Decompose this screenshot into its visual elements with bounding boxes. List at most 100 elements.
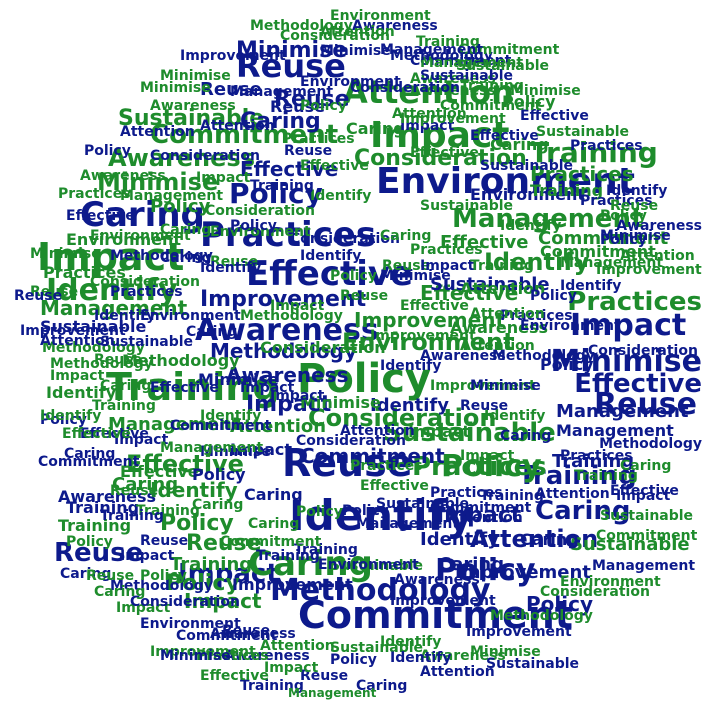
word-effective-15: Effective [62, 426, 131, 442]
word-policy-12: Policy [600, 232, 647, 248]
word-reuse-17: Reuse [14, 288, 62, 304]
word-identify-18: Identify [390, 650, 451, 666]
word-policy-14: Policy [296, 504, 343, 520]
word-sustainable-15: Sustainable [480, 158, 573, 174]
word-environment-13: Environment [140, 308, 241, 324]
word-reuse-8: Reuse [200, 79, 262, 100]
word-reuse-15: Reuse [284, 143, 332, 159]
word-identify-12: Identify [200, 260, 261, 276]
word-training-20: Training [470, 258, 534, 274]
word-attention-7: Attention [392, 106, 467, 122]
word-impact-14: Impact [400, 118, 455, 134]
word-sustainable-7: Sustainable [376, 496, 469, 512]
word-impact-22: Impact [420, 258, 475, 274]
word-attention-8: Attention [340, 423, 415, 439]
word-environment-11: Environment [140, 616, 241, 632]
word-commitment-14: Commitment [170, 418, 272, 434]
word-minimise-7: Minimise [510, 83, 581, 99]
word-impact-19: Impact [264, 660, 319, 676]
word-practices-10: Practices [282, 131, 355, 147]
word-awareness-10: Awareness [352, 18, 438, 34]
word-methodology-2: Methodology [210, 339, 357, 363]
word-caring-12: Caring [186, 324, 237, 340]
word-minimise-13: Minimise [470, 644, 541, 660]
word-commitment-7: Commitment [220, 534, 322, 550]
word-awareness-15: Awareness [150, 98, 236, 114]
word-management-7: Management [356, 516, 459, 532]
word-minimise-3: Minimise [97, 168, 218, 196]
word-attention-11: Attention [320, 24, 395, 40]
word-attention-14: Attention [420, 664, 495, 680]
word-environment-2: Environment [342, 328, 515, 356]
word-methodology-10: Methodology [490, 608, 593, 624]
word-practices-8: Practices [410, 242, 483, 258]
word-consideration-2: Consideration [308, 404, 496, 432]
word-minimise-4: Minimise [198, 370, 279, 389]
word-methodology-8: Methodology [50, 356, 153, 372]
word-improvement-2: Improvement [455, 562, 591, 583]
word-attention-15: Attention [260, 638, 335, 654]
word-practices-12: Practices [58, 186, 131, 202]
word-policy-22: Policy [140, 568, 187, 584]
word-training-8: Training [530, 181, 603, 200]
word-environment: Environment [376, 161, 635, 202]
word-reuse-10: Reuse [210, 254, 258, 270]
word-attention-4: Attention [535, 486, 610, 502]
word-policy-15: Policy [40, 412, 87, 428]
word-minimise-8: Minimise [380, 268, 451, 284]
word-improvement-7: Improvement [400, 111, 506, 127]
word-policy-11: Policy [502, 92, 556, 111]
word-effective-9: Effective [410, 145, 479, 161]
word-impact-7: Impact [184, 589, 262, 613]
word-policy-7: Policy [540, 355, 594, 374]
word-training-10: Training [136, 503, 200, 519]
word-caring: Caring [80, 195, 205, 235]
word-caring-8: Caring [520, 530, 579, 549]
word-methodology-7: Methodology [390, 48, 493, 64]
word-attention-13: Attention [620, 248, 695, 264]
word-policy-17: Policy [230, 218, 277, 234]
word-caring-7: Caring [240, 109, 321, 134]
word-improvement-12: Improvement [180, 48, 286, 64]
word-sustainable-12: Sustainable [600, 508, 693, 524]
word-improvement-9: Improvement [596, 262, 702, 278]
word-consideration: Consideration [354, 146, 527, 171]
word-sustainable-8: Sustainable [536, 124, 629, 140]
word-practices-14: Practices [196, 648, 269, 664]
word-caring-15: Caring [160, 222, 211, 238]
word-caring-3: Caring [535, 496, 630, 526]
word-policy-5: Policy [160, 511, 234, 536]
word-sustainable-4: Sustainable [430, 274, 550, 295]
word-training-12: Training [416, 34, 480, 50]
word-caring-13: Caring [248, 516, 299, 532]
word-awareness-7: Awareness [410, 83, 496, 99]
word-attention-5: Attention [460, 279, 545, 298]
word-identify: Identify [289, 491, 473, 540]
word-consideration-4: Consideration [260, 338, 386, 357]
word-effective-17: Effective [200, 668, 269, 684]
word-caring-23: Caring [380, 228, 431, 244]
word-environment-4: Environment [66, 230, 181, 249]
word-consideration-12: Consideration [280, 28, 390, 44]
word-policy-10: Policy [192, 465, 246, 484]
word-policy-13: Policy [342, 503, 389, 519]
word-improvement-10: Improvement [466, 624, 572, 640]
word-practices-3: Practices [530, 162, 634, 186]
word-effective-12: Effective [66, 208, 135, 224]
word-effective-14: Effective [80, 426, 149, 442]
word-identify-7: Identify [420, 529, 499, 550]
word-commitment: Commitment [298, 593, 573, 637]
word-impact-18: Impact [616, 488, 671, 504]
word-methodology-3: Methodology [42, 340, 145, 356]
word-commitment-2: Commitment [150, 120, 338, 150]
word-management-12: Management [288, 686, 377, 700]
word-policy-21: Policy [330, 652, 377, 668]
word-caring-4: Caring [438, 554, 504, 575]
word-consideration-10: Consideration [540, 584, 650, 600]
word-impact-4: Impact [37, 235, 184, 279]
word-awareness-11: Awareness [80, 168, 166, 184]
word-impact-10: Impact [270, 388, 325, 404]
word-minimise-5: Minimise [300, 393, 381, 412]
word-training-6: Training [170, 554, 252, 575]
